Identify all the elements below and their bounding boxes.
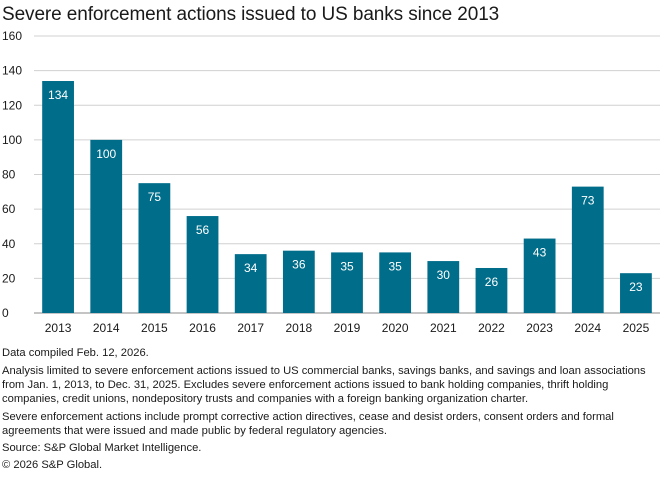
y-tick-label: 60 [2, 202, 16, 216]
x-tick-label: 2015 [141, 321, 168, 335]
x-tick-label: 2018 [285, 321, 312, 335]
bar-2022 [475, 267, 508, 313]
x-tick-label: 2021 [430, 321, 457, 335]
gridlines [34, 35, 660, 314]
bar-labels: 134 100 75 56 34 36 35 35 30 26 43 73 23 [48, 88, 643, 294]
x-tick-label: 2019 [334, 321, 361, 335]
chart-notes: Data compiled Feb. 12, 2026. Analysis li… [2, 346, 662, 472]
bar-2019 [331, 252, 363, 313]
x-tick-label: 2017 [237, 321, 264, 335]
bar-2020 [379, 252, 412, 313]
bar-value-label: 36 [292, 258, 306, 272]
note-compiled: Data compiled Feb. 12, 2026. [2, 347, 149, 359]
y-tick-label: 140 [2, 64, 22, 78]
bar-value-label: 26 [485, 275, 499, 289]
x-tick-label: 2025 [623, 321, 650, 335]
bar-2013 [42, 81, 74, 313]
bar-value-label: 30 [437, 268, 451, 282]
bar-2024 [571, 186, 604, 313]
bar-2025 [620, 273, 652, 313]
bar-value-label: 73 [581, 194, 595, 208]
bar-value-label: 100 [96, 147, 116, 161]
note-source: Source: S&P Global Market Intelligence. [2, 442, 202, 454]
bar-value-label: 56 [196, 223, 210, 237]
bar-2018 [282, 250, 315, 313]
x-tick-label: 2023 [526, 321, 553, 335]
bar-2016 [186, 216, 219, 313]
bars [42, 81, 652, 313]
bar-2023 [523, 238, 556, 313]
y-tick-label: 0 [2, 306, 9, 320]
bar-2015 [138, 183, 171, 313]
bar-value-label: 23 [629, 280, 643, 294]
note-definition: Severe enforcement actions include promp… [2, 411, 614, 437]
x-tick-label: 2016 [189, 321, 216, 335]
note-copyright: © 2026 S&P Global. [2, 459, 103, 471]
x-tick-label: 2022 [478, 321, 505, 335]
bar-2021 [427, 261, 460, 313]
y-tick-label: 100 [2, 133, 22, 147]
chart-title: Severe enforcement actions issued to US … [2, 4, 500, 25]
x-tick-label: 2014 [93, 321, 120, 335]
y-tick-label: 20 [2, 271, 16, 285]
y-axis-ticks: 0 20 40 60 80 100 120 140 160 [2, 29, 22, 320]
bar-2017 [234, 254, 267, 313]
bar-2014 [90, 139, 123, 313]
y-tick-label: 80 [2, 168, 16, 182]
note-analysis: Analysis limited to severe enforcement a… [2, 365, 646, 405]
bar-value-label: 35 [340, 259, 354, 273]
bar-value-label: 75 [148, 190, 162, 204]
bar-value-label: 134 [48, 88, 68, 102]
x-tick-label: 2024 [574, 321, 601, 335]
bar-value-label: 35 [388, 259, 402, 273]
x-tick-label: 2020 [382, 321, 409, 335]
bar-value-label: 34 [244, 261, 258, 275]
x-tick-label: 2013 [45, 321, 72, 335]
bar-value-label: 43 [533, 246, 547, 260]
x-axis-ticks: 2013 2014 2015 2016 2017 2018 2019 2020 2021 2022… [45, 321, 650, 335]
y-tick-label: 40 [2, 237, 16, 251]
y-tick-label: 120 [2, 98, 22, 112]
y-tick-label: 160 [2, 29, 22, 43]
bar-chart: 0 20 40 60 80 100 120 140 160 134 100 75 56 34 36 35 35… [2, 29, 660, 335]
